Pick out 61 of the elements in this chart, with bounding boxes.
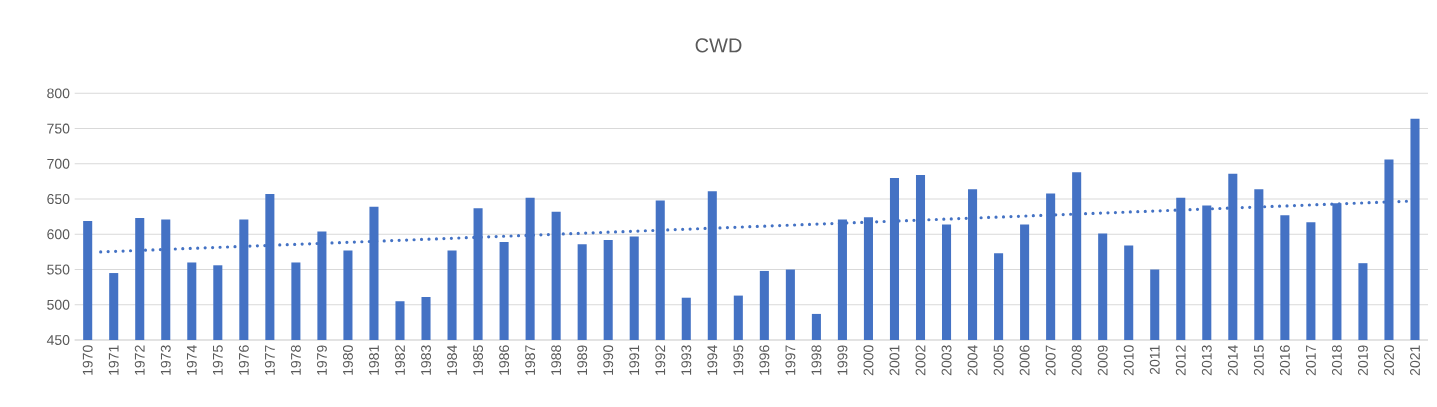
x-tick-label: 1997 [785,345,796,375]
x-tick-label: 1982 [395,345,405,375]
x-tick-label: 1992 [655,345,666,375]
x-tick-label: 1993 [681,345,692,375]
x-tick-label: 1977 [264,345,275,375]
x-tick-label: 1989 [577,345,588,375]
y-tick-label: 450 [46,335,70,345]
x-tick-label: 2010 [1123,345,1134,376]
x-tick-label: 2013 [1201,345,1212,376]
x-tick-label: 1972 [134,345,145,375]
x-tick-label: 1973 [160,345,171,375]
chart-title: CWD [695,38,742,53]
y-tick-label: 500 [47,299,70,310]
x-tick-label: 2005 [993,345,1004,376]
x-tick-label: 1979 [316,345,327,375]
x-tick-label: 2008 [1071,345,1082,376]
x-tick-label: 1981 [369,345,379,375]
x-tick-label: 1986 [499,345,510,375]
x-tick-label: 1996 [759,345,770,375]
x-tick-label: 1984 [447,345,458,375]
y-tick-label: 550 [47,264,70,275]
x-tick-label: 2006 [1019,345,1030,376]
x-tick-label: 2009 [1097,345,1108,376]
x-tick-label: 2021 [1410,345,1420,376]
x-tick-label: 2019 [1357,345,1368,376]
x-tick-label: 1970 [82,345,93,375]
x-tick-label: 1975 [212,345,223,375]
y-tick-label: 750 [47,123,70,134]
y-tick-label: 700 [47,158,70,169]
y-tick-label: 800 [47,88,70,99]
x-tick-label: 2015 [1253,345,1264,376]
x-tick-label: 1994 [707,345,718,375]
x-tick-label: 1987 [525,345,536,375]
x-tick-label: 1980 [342,345,353,375]
x-tick-label: 2004 [967,345,978,376]
x-tick-label: 2014 [1227,345,1238,376]
x-tick-label: 1990 [603,345,614,375]
x-tick-label: 2007 [1045,345,1056,376]
x-tick-label: 1976 [238,345,249,375]
x-tick-label: 2016 [1279,345,1290,376]
x-tick-label: 1991 [629,345,640,375]
x-tick-label: 1985 [473,345,484,375]
x-tick-label: 2001 [889,345,900,376]
x-tick-label: 2017 [1305,345,1316,376]
x-tick-label: 1971 [108,345,119,375]
x-tick-label: 2000 [863,345,874,376]
y-tick-label: 650 [47,194,70,205]
x-tick-label: 2003 [941,345,952,376]
x-tick-label: 1974 [186,345,197,375]
y-tick-label: 600 [47,229,70,240]
x-tick-label: 2018 [1331,345,1342,376]
x-tick-label: 1995 [733,345,744,375]
x-tick-label: 1998 [811,345,822,375]
x-tick-label: 1978 [290,345,301,375]
x-tick-label: 1999 [837,345,848,375]
x-tick-label: 2002 [915,345,926,376]
x-tick-label: 2011 [1149,345,1160,375]
x-tick-label: 2020 [1384,345,1394,376]
x-tick-label: 1983 [421,345,431,375]
x-tick-label: 1988 [551,345,562,375]
x-tick-label: 2012 [1175,345,1186,376]
